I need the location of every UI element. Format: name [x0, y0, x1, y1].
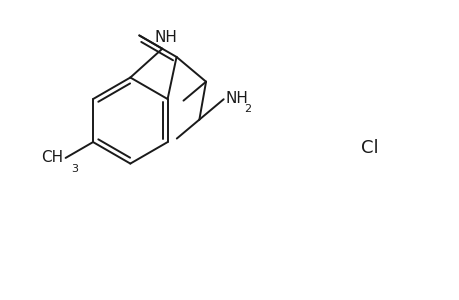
Text: CH: CH — [41, 149, 63, 164]
Text: 2: 2 — [244, 104, 251, 114]
Text: NH: NH — [154, 30, 177, 45]
Text: NH: NH — [225, 91, 248, 106]
Text: 3: 3 — [71, 164, 78, 174]
Text: Cl: Cl — [361, 139, 378, 157]
